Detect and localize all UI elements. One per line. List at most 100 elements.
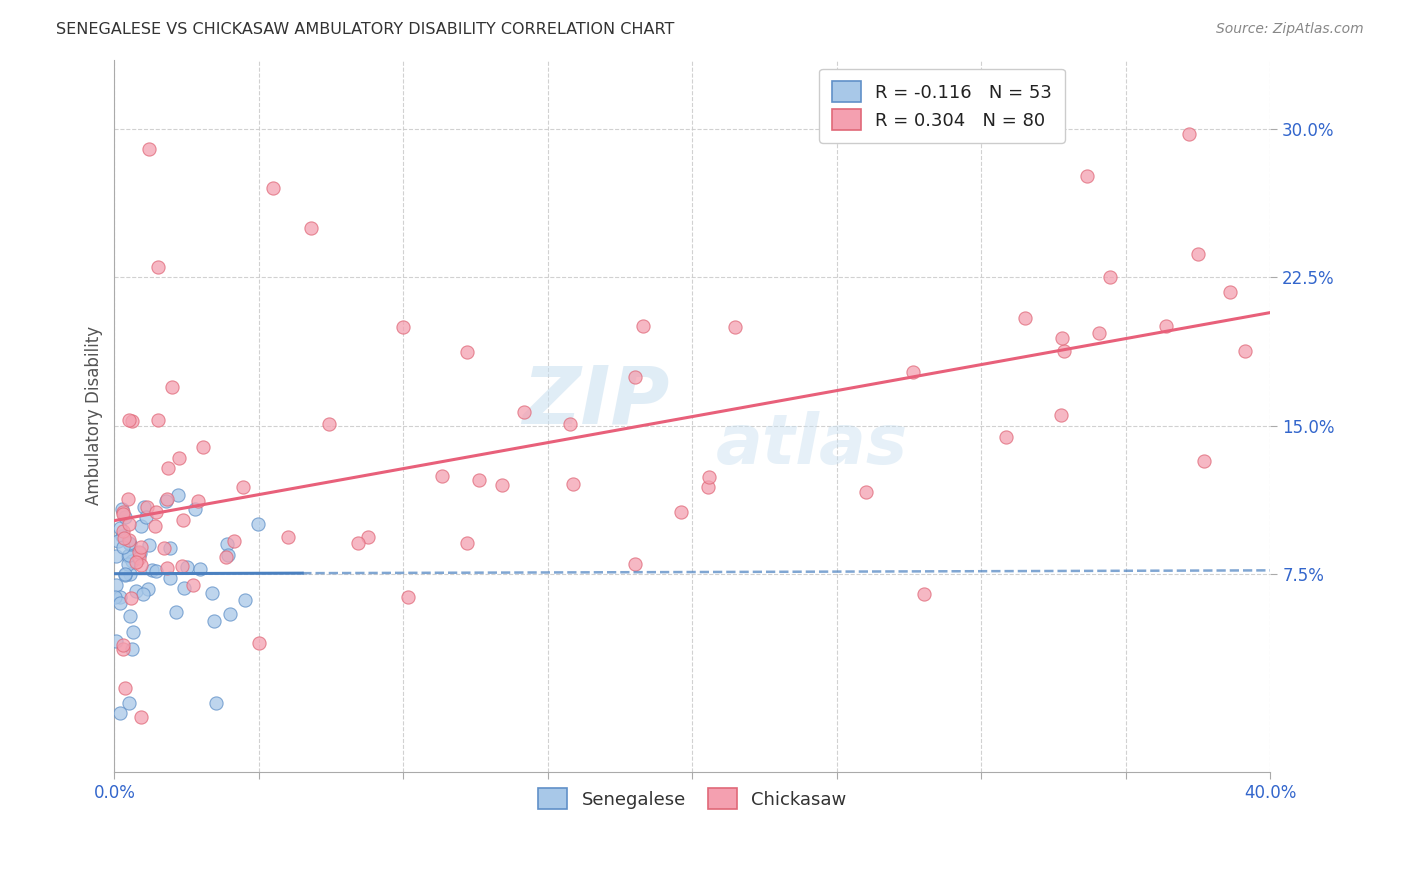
Point xyxy=(135,510,157,524)
Point xyxy=(118,413,141,427)
Point xyxy=(105,549,128,563)
Point xyxy=(118,533,141,548)
Point xyxy=(152,541,174,555)
Point xyxy=(107,534,129,549)
Point xyxy=(143,518,166,533)
Point xyxy=(217,548,239,562)
Point xyxy=(118,548,141,562)
Point xyxy=(560,417,582,431)
Point xyxy=(110,596,132,610)
Point xyxy=(1053,343,1076,358)
Point xyxy=(193,440,215,454)
Point xyxy=(623,370,645,384)
Point xyxy=(136,500,159,514)
Point xyxy=(277,529,299,543)
Point xyxy=(136,582,159,597)
Point xyxy=(117,557,139,571)
Point xyxy=(114,567,136,582)
Point xyxy=(118,536,141,550)
Point xyxy=(114,509,136,524)
Point xyxy=(696,480,718,494)
Point xyxy=(1187,246,1209,260)
Point xyxy=(396,590,419,604)
Point xyxy=(129,547,152,561)
Point xyxy=(111,529,134,543)
Point xyxy=(262,181,284,195)
Point xyxy=(128,545,150,559)
Point xyxy=(108,706,131,720)
Point xyxy=(105,634,128,648)
Point xyxy=(120,608,142,623)
Point xyxy=(121,554,143,568)
Text: atlas: atlas xyxy=(716,411,908,478)
Point xyxy=(148,413,170,427)
Point xyxy=(112,541,135,555)
Point xyxy=(318,417,340,431)
Point xyxy=(138,538,160,552)
Point xyxy=(117,549,139,563)
Point xyxy=(356,530,378,544)
Point xyxy=(124,584,146,599)
Text: ZIP: ZIP xyxy=(522,362,669,441)
Point xyxy=(129,709,152,723)
Point xyxy=(159,571,181,585)
Point xyxy=(1178,128,1201,142)
Point xyxy=(157,460,180,475)
Point xyxy=(167,488,190,502)
Point xyxy=(167,451,190,466)
Point xyxy=(1219,285,1241,299)
Point xyxy=(901,365,924,379)
Point xyxy=(561,477,583,491)
Text: SENEGALESE VS CHICKASAW AMBULATORY DISABILITY CORRELATION CHART: SENEGALESE VS CHICKASAW AMBULATORY DISAB… xyxy=(56,22,675,37)
Point xyxy=(104,590,127,604)
Y-axis label: Ambulatory Disability: Ambulatory Disability xyxy=(86,326,103,506)
Point xyxy=(155,494,177,508)
Point xyxy=(491,478,513,492)
Point xyxy=(247,636,270,650)
Legend: Senegalese, Chickasaw: Senegalese, Chickasaw xyxy=(531,781,853,816)
Point xyxy=(468,473,491,487)
Point xyxy=(129,558,152,572)
Point xyxy=(623,558,645,572)
Point xyxy=(138,142,160,156)
Point xyxy=(170,559,193,574)
Point xyxy=(125,555,148,569)
Point xyxy=(204,615,226,629)
Point xyxy=(118,537,141,551)
Point xyxy=(165,605,187,619)
Point xyxy=(121,641,143,656)
Point xyxy=(120,591,142,605)
Point xyxy=(187,494,209,508)
Point xyxy=(114,567,136,582)
Point xyxy=(155,560,177,574)
Point xyxy=(117,492,139,507)
Point xyxy=(173,582,195,596)
Point xyxy=(112,641,135,656)
Point xyxy=(299,220,322,235)
Point xyxy=(112,524,135,539)
Point xyxy=(247,517,270,532)
Point xyxy=(145,564,167,578)
Point xyxy=(111,501,134,516)
Point xyxy=(201,586,224,600)
Point xyxy=(217,537,239,551)
Point xyxy=(104,578,127,592)
Point xyxy=(112,531,135,545)
Point xyxy=(392,319,415,334)
Point xyxy=(156,492,179,507)
Point xyxy=(129,519,152,533)
Point xyxy=(512,405,534,419)
Point xyxy=(121,625,143,640)
Point xyxy=(994,430,1017,444)
Point xyxy=(176,560,198,574)
Point xyxy=(222,533,245,548)
Point xyxy=(1087,326,1109,341)
Point xyxy=(1154,319,1177,334)
Point xyxy=(172,512,194,526)
Point xyxy=(118,696,141,710)
Point xyxy=(128,550,150,565)
Point xyxy=(204,696,226,710)
Point xyxy=(1014,310,1036,325)
Point xyxy=(456,344,478,359)
Point xyxy=(232,480,254,494)
